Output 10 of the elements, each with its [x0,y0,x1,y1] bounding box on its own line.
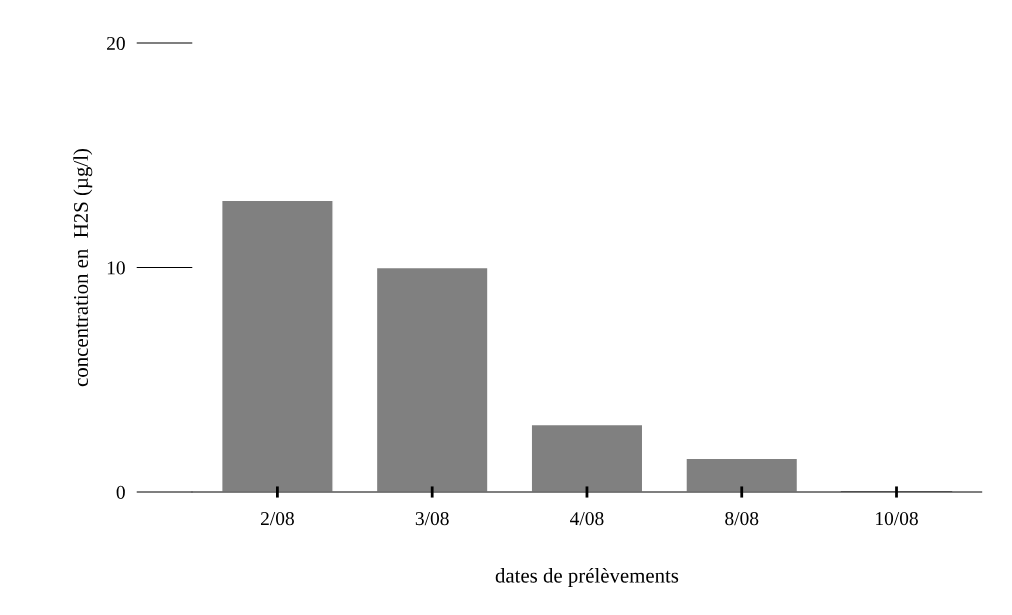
y-axis-title: concentration en H2S (µg/l) [73,149,93,387]
x-tick-label: 2/08 [260,512,294,526]
y-tick-label: 20 [107,36,125,50]
x-axis-title: dates de prélèvements [495,567,679,587]
y-tick-label: 10 [107,261,125,275]
x-tick-label: 8/08 [725,512,759,526]
x-tick-label: 3/08 [415,512,449,526]
x-tick-label: 4/08 [570,512,604,526]
y-tick-label: 0 [116,485,125,499]
x-tick-label: 10/08 [876,512,918,526]
